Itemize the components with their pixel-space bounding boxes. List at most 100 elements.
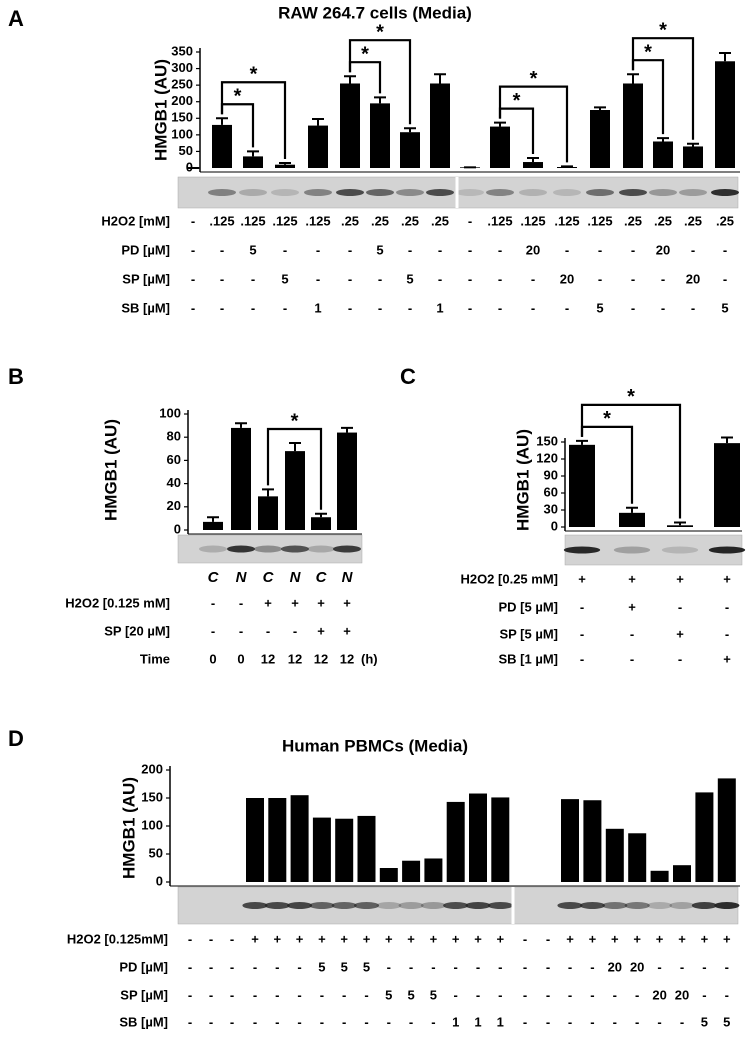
- condition-value: +: [274, 931, 282, 946]
- condition-value: 20: [686, 271, 700, 286]
- condition-value: -: [590, 987, 594, 1002]
- error-bar: [721, 436, 733, 444]
- bar: [523, 162, 543, 168]
- condition-value: -: [253, 959, 257, 974]
- condition-value: +: [566, 931, 574, 946]
- bar: [569, 444, 595, 527]
- condition-value: 5: [385, 987, 392, 1002]
- condition-label: H2O2 [0.125mM]: [67, 931, 168, 946]
- bar: [402, 860, 421, 882]
- condition-value: 5: [376, 242, 383, 257]
- error-bar: [374, 96, 386, 104]
- condition-value: -: [631, 271, 635, 286]
- condition-value: -: [230, 987, 234, 1002]
- condition-value: -: [630, 651, 634, 666]
- y-tick-label: 120: [536, 450, 558, 465]
- panel-letter: B: [8, 364, 24, 389]
- significance-star: *: [603, 408, 611, 430]
- condition-value: -: [523, 959, 527, 974]
- condition-value: 1: [474, 1014, 481, 1029]
- y-tick-label: 100: [159, 405, 181, 420]
- condition-value: 20: [560, 271, 574, 286]
- condition-value: -: [598, 271, 602, 286]
- condition-value: +: [343, 623, 351, 638]
- condition-value: .125: [272, 213, 297, 228]
- blot-band: [619, 189, 647, 196]
- condition-value: -: [613, 987, 617, 1002]
- condition-value: -: [387, 1014, 391, 1029]
- condition-value: 5: [249, 242, 256, 257]
- y-tick-label: 0: [551, 518, 558, 533]
- condition-value: +: [676, 626, 684, 641]
- blot-band: [309, 902, 335, 909]
- bar: [623, 83, 643, 168]
- condition-value: -: [498, 987, 502, 1002]
- condition-value: -: [188, 931, 192, 946]
- bar: [695, 792, 714, 882]
- error-bar: [341, 426, 353, 433]
- y-axis-label: HMGB1 (AU): [101, 419, 120, 521]
- condition-value: -: [209, 959, 213, 974]
- condition-value: +: [628, 571, 636, 586]
- condition-value: -: [316, 271, 320, 286]
- lane-label: N: [236, 569, 248, 586]
- condition-label: Time: [140, 651, 170, 666]
- condition-value: -: [691, 242, 695, 257]
- condition-label: SP [20 µM]: [104, 623, 170, 638]
- bar: [590, 110, 610, 168]
- condition-value: +: [296, 931, 304, 946]
- blot-band: [271, 189, 299, 196]
- condition-label: H2O2 [mM]: [101, 213, 170, 228]
- condition-value: -: [348, 242, 352, 257]
- bar: [243, 156, 263, 168]
- condition-value: -: [275, 1014, 279, 1029]
- condition-value: -: [408, 300, 412, 315]
- condition-value: -: [546, 1014, 550, 1029]
- blot-band: [396, 189, 424, 196]
- condition-value: -: [191, 213, 195, 228]
- condition-value: -: [546, 959, 550, 974]
- blot-band: [714, 902, 740, 909]
- bar: [246, 798, 264, 882]
- blot-band: [307, 545, 335, 553]
- condition-value: -: [661, 300, 665, 315]
- blot-band: [366, 189, 394, 196]
- error-bar: [262, 488, 274, 497]
- condition-value: -: [631, 300, 635, 315]
- blot-band: [586, 189, 614, 196]
- condition-value: -: [209, 1014, 213, 1029]
- condition-value: +: [628, 599, 636, 614]
- y-tick-label: 80: [167, 429, 181, 444]
- condition-value: -: [342, 987, 346, 1002]
- y-tick-label: 0: [174, 521, 181, 536]
- condition-value: -: [239, 595, 243, 610]
- condition-value: .25: [716, 213, 734, 228]
- bar: [715, 61, 735, 168]
- condition-value: -: [598, 242, 602, 257]
- condition-value: .25: [684, 213, 702, 228]
- condition-value: .125: [587, 213, 612, 228]
- y-axis-label: HMGB1 (AU): [513, 429, 532, 531]
- bar: [469, 793, 487, 882]
- condition-value: 20: [656, 242, 670, 257]
- bar: [379, 868, 398, 882]
- blot-band: [486, 189, 514, 196]
- condition-value: -: [251, 271, 255, 286]
- condition-value: -: [220, 242, 224, 257]
- condition-value: -: [209, 931, 213, 946]
- y-tick-label: 100: [141, 817, 163, 832]
- condition-value: +: [656, 931, 664, 946]
- condition-value: -: [531, 300, 535, 315]
- bar: [446, 801, 465, 882]
- error-bar: [494, 121, 506, 127]
- condition-value: .125: [487, 213, 512, 228]
- bar: [717, 778, 736, 882]
- condition-value: -: [387, 959, 391, 974]
- bar: [275, 164, 295, 168]
- condition-value: +: [317, 623, 325, 638]
- blot-band: [336, 189, 364, 196]
- condition-value: -: [468, 213, 472, 228]
- blot-band: [426, 189, 454, 196]
- blot-band: [242, 902, 268, 909]
